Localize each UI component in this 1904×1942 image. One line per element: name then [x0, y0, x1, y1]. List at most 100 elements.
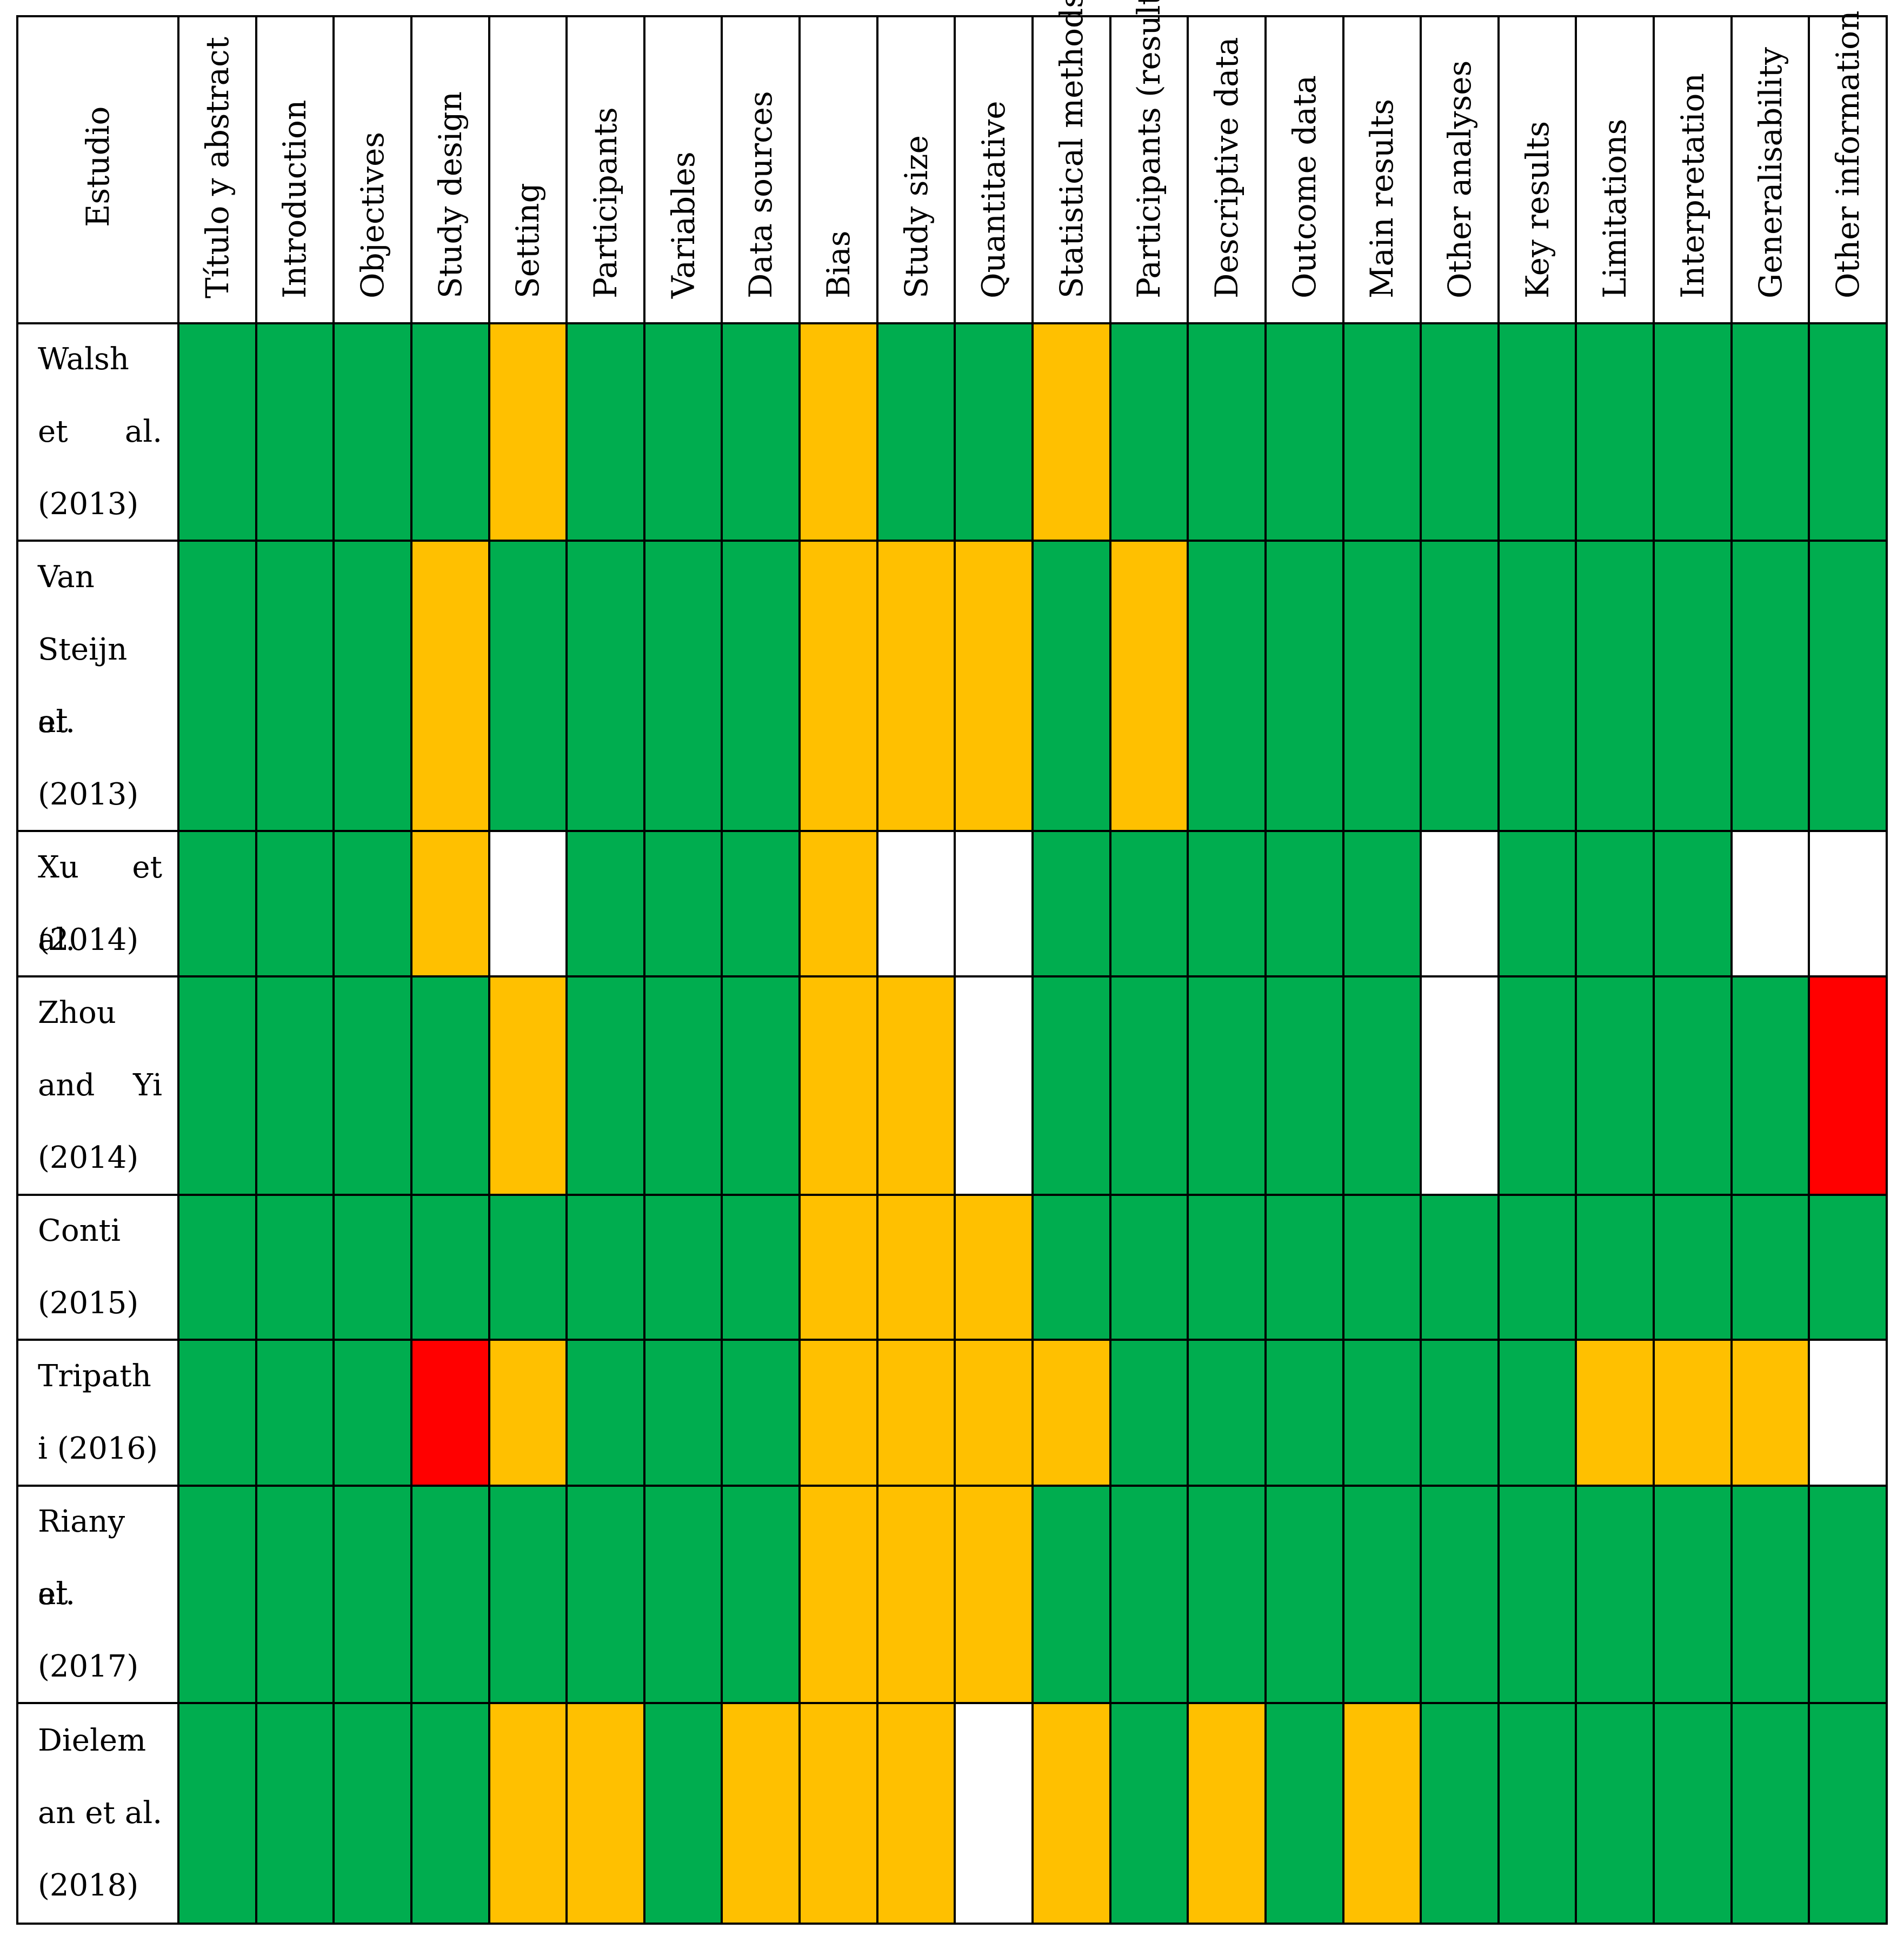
grid-line-vertical [1031, 15, 1034, 1925]
rating-cell [1110, 1486, 1188, 1703]
grid-line-vertical [255, 15, 257, 1925]
study-label: Walsh et al. (2013) [17, 323, 178, 541]
rating-cell [567, 1340, 644, 1486]
rating-cell [1110, 541, 1188, 831]
row-header-label: Estudio [79, 106, 116, 227]
rating-cell [955, 1703, 1033, 1924]
column-header: Main results [1363, 98, 1401, 298]
rating-cell [411, 541, 489, 831]
rating-cell [800, 1195, 877, 1340]
rating-cell [1809, 976, 1887, 1195]
rating-cell [1498, 1340, 1576, 1486]
rating-cell [489, 323, 567, 541]
study-label-line: Dielem [38, 1723, 147, 1758]
rating-cell [800, 541, 877, 831]
rating-cell [178, 976, 256, 1195]
rating-cell [1265, 976, 1343, 1195]
rating-cell [800, 323, 877, 541]
rating-cell [1421, 1703, 1499, 1924]
rating-cell [1110, 1195, 1188, 1340]
rating-cell [1576, 1703, 1654, 1924]
grid-line-horizontal [16, 322, 1888, 324]
study-label-line: Steijn et [38, 631, 128, 740]
rating-cell [1654, 323, 1732, 541]
column-header: Introduction [276, 99, 314, 298]
grid-line-horizontal [16, 15, 1888, 17]
rating-cell [178, 1340, 256, 1486]
rating-cell [334, 323, 411, 541]
rating-cell [955, 541, 1033, 831]
rating-cell [1498, 976, 1576, 1195]
grid-line-vertical [16, 15, 18, 1925]
rating-cell [1110, 1340, 1188, 1486]
rating-cell [1033, 1195, 1110, 1340]
rating-cell [1343, 541, 1421, 831]
rating-cell [1265, 323, 1343, 541]
grid-line-vertical [721, 15, 723, 1925]
rating-cell [1576, 1195, 1654, 1340]
rating-cell [1110, 831, 1188, 976]
rating-cell [800, 1340, 877, 1486]
rating-cell [1498, 541, 1576, 831]
grid-line-horizontal [16, 1339, 1888, 1341]
rating-cell [334, 1340, 411, 1486]
rating-cell [256, 1486, 334, 1703]
rating-cell [1731, 831, 1809, 976]
rating-cell [1809, 323, 1887, 541]
rating-cell [1265, 1703, 1343, 1924]
study-label-line: al. [38, 1577, 76, 1612]
rating-cell [1265, 1486, 1343, 1703]
rating-cell [256, 1703, 334, 1924]
column-header: Data sources [742, 91, 780, 298]
column-header: Generalisability [1752, 47, 1789, 298]
rating-cell [256, 1340, 334, 1486]
rating-cell [1576, 323, 1654, 541]
rating-cell [1809, 1703, 1887, 1924]
rating-cell [256, 541, 334, 831]
rating-cell [411, 1703, 489, 1924]
grid-line-vertical [1187, 15, 1189, 1925]
rating-cell [411, 831, 489, 976]
rating-cell [334, 1486, 411, 1703]
rating-cell [722, 976, 800, 1195]
rating-cell [877, 323, 955, 541]
column-header: Statistical methods [1053, 0, 1090, 298]
study-label-line: and Yi [38, 1068, 162, 1103]
grid-line-vertical [410, 15, 412, 1925]
column-header: Limitations [1596, 118, 1634, 298]
rating-cell [1576, 1486, 1654, 1703]
grid-line-vertical [1342, 15, 1344, 1925]
grid-line-vertical [643, 15, 645, 1925]
column-header: Setting [509, 183, 547, 298]
rating-cell [722, 831, 800, 976]
rating-cell [800, 1486, 877, 1703]
rating-cell [1809, 541, 1887, 831]
study-label: Dielem an et al. (2018) [17, 1705, 178, 1922]
grid-line-horizontal [16, 975, 1888, 977]
rating-cell [1809, 1486, 1887, 1703]
rating-cell [1731, 323, 1809, 541]
rating-cell [1576, 831, 1654, 976]
rating-cell [1421, 1486, 1499, 1703]
rating-cell [955, 976, 1033, 1195]
study-label-line: (2017) [38, 1649, 139, 1684]
study-label-line: (2013) [38, 776, 139, 812]
study-label-line: Conti [38, 1213, 121, 1248]
rating-cell [256, 976, 334, 1195]
grid-line-vertical [1575, 15, 1577, 1925]
rating-cell [489, 831, 567, 976]
rating-cell [1033, 831, 1110, 976]
rating-cell [1033, 541, 1110, 831]
rating-cell [256, 323, 334, 541]
rating-cell [644, 541, 722, 831]
rating-cell [411, 1486, 489, 1703]
rating-cell [178, 1703, 256, 1924]
rating-cell [1033, 1703, 1110, 1924]
rating-cell [1731, 1486, 1809, 1703]
rating-cell [955, 831, 1033, 976]
study-label-line: Tripath [38, 1359, 151, 1394]
rating-cell [877, 541, 955, 831]
grid-line-vertical [1730, 15, 1733, 1925]
rating-cell [567, 1486, 644, 1703]
grid-line-vertical [177, 15, 179, 1925]
